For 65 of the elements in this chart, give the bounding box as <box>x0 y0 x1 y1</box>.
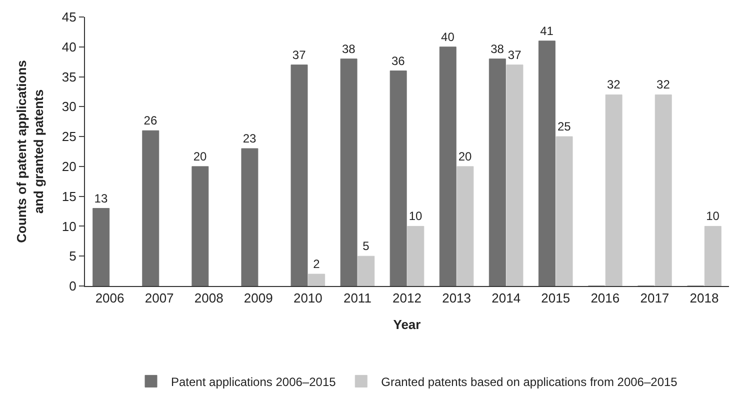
y-tick-label: 40 <box>62 39 76 54</box>
bar <box>308 274 326 286</box>
bar <box>92 208 110 286</box>
y-tick-label: 0 <box>69 278 76 294</box>
bar <box>290 64 308 286</box>
bar <box>407 226 424 286</box>
bar <box>704 226 722 286</box>
data-label: 37 <box>508 48 522 62</box>
bar <box>340 58 358 286</box>
data-label: 32 <box>606 78 621 92</box>
x-tick-label: 2007 <box>144 290 174 306</box>
x-tick-label: 2006 <box>95 290 124 306</box>
bar <box>538 40 556 286</box>
data-label: 41 <box>540 24 554 38</box>
y-tick-label: 5 <box>69 248 76 264</box>
x-tick-label: 2008 <box>194 290 224 306</box>
bar <box>654 94 672 286</box>
x-tick-label: 2016 <box>590 290 620 306</box>
data-label: 38 <box>342 42 356 56</box>
data-label: 26 <box>144 114 158 128</box>
bar <box>439 46 456 286</box>
x-axis-title: Year <box>393 317 421 332</box>
bar <box>192 166 209 286</box>
y-tick-label: 35 <box>62 69 76 84</box>
x-tick-label: 2017 <box>640 290 670 306</box>
x-tick-label: 2010 <box>293 290 322 306</box>
x-tick-label: 2018 <box>690 290 719 306</box>
x-tick-label: 2013 <box>442 290 471 306</box>
x-tick-label: 2012 <box>392 290 422 306</box>
y-tick-label: 45 <box>62 10 76 25</box>
data-label: 37 <box>292 48 306 62</box>
data-label: 36 <box>392 54 406 68</box>
legend-label: Granted patents based on applications from 2006–2015 <box>381 374 678 389</box>
x-tick-label: 2011 <box>343 290 372 306</box>
data-label: 32 <box>656 78 670 92</box>
bar <box>556 136 573 286</box>
y-tick-label: 20 <box>62 158 76 174</box>
y-tick-label: 10 <box>62 218 76 234</box>
data-label: 13 <box>94 191 108 206</box>
x-tick-label: 2014 <box>492 290 521 306</box>
x-tick-label: 2009 <box>244 290 273 306</box>
legend-label: Patent applications 2006–2015 <box>171 374 336 389</box>
bar <box>358 256 375 286</box>
x-tick-label: 2015 <box>541 290 570 306</box>
data-label: 38 <box>490 42 504 56</box>
bar <box>142 130 160 286</box>
y-tick-label: 25 <box>62 129 76 144</box>
y-axis-title: Counts of patent applications and granted patents <box>14 60 46 243</box>
data-label: 40 <box>441 30 455 44</box>
data-label: 10 <box>408 209 423 224</box>
data-label: 5 <box>362 239 370 254</box>
data-label: 23 <box>242 132 257 146</box>
bar <box>488 58 506 286</box>
bar <box>456 166 474 286</box>
data-label: 10 <box>706 209 720 224</box>
data-label: 20 <box>193 149 208 164</box>
data-label: 20 <box>458 149 472 164</box>
y-tick-label: 15 <box>62 188 76 204</box>
data-label: 25 <box>557 120 572 134</box>
y-tick-label: 30 <box>62 99 76 114</box>
bar <box>241 148 258 286</box>
bar <box>605 94 622 286</box>
bar <box>506 64 524 286</box>
bar <box>390 70 407 286</box>
data-label: 2 <box>313 257 320 272</box>
